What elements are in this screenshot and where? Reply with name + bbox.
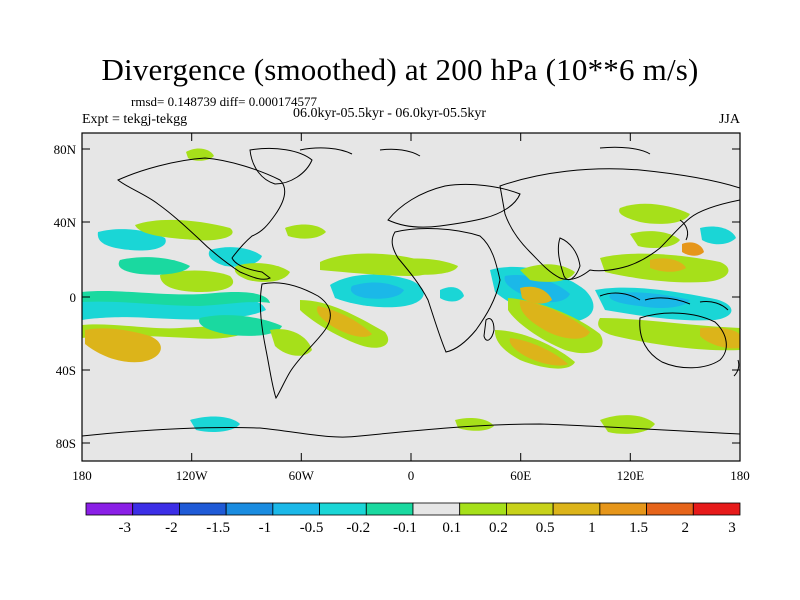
coast-new-zealand xyxy=(733,359,740,377)
coast-indonesia xyxy=(599,292,729,311)
coastlines xyxy=(82,146,740,438)
colorbar-label: -0.2 xyxy=(346,520,370,536)
contour-blue-atlantic-core xyxy=(350,282,404,299)
contour-green-west-pacific-south xyxy=(598,318,740,351)
contour-cyan-west-africa xyxy=(440,287,464,302)
rmsd-diff-stats: rmsd= 0.148739 diff= 0.000174577 xyxy=(131,94,317,109)
colorbar-label: -0.1 xyxy=(393,520,417,536)
lat-label-80n: 80N xyxy=(54,142,77,157)
contour-green-north-pacific xyxy=(135,219,233,241)
coast-south-america xyxy=(259,282,331,400)
divergence-field xyxy=(82,148,740,434)
contour-cyan-north-pacific-east xyxy=(700,226,736,245)
contour-cyan-pacific-b xyxy=(118,257,190,275)
colorbar-label: -0.5 xyxy=(300,520,324,536)
colorbar-label: 0.1 xyxy=(442,520,461,536)
lon-label-180w: 180 xyxy=(72,468,92,483)
colorbar-label: 2 xyxy=(682,520,690,536)
plot-title: Divergence (smoothed) at 200 hPa (10**6 … xyxy=(101,52,699,87)
colorbar-box xyxy=(272,502,320,516)
lon-label-60w: 60W xyxy=(289,468,315,483)
coast-asia xyxy=(499,168,740,281)
lon-label-60e: 60E xyxy=(510,468,531,483)
colorbar-label: -1.5 xyxy=(206,520,230,536)
coast-greenland xyxy=(249,147,313,185)
contour-blue-maritime-core xyxy=(609,292,690,308)
colorbar-label: -3 xyxy=(118,520,131,536)
period-label: 06.0kyr-05.5kyr - 06.0kyr-05.5kyr xyxy=(293,106,487,121)
lat-label-40n: 40N xyxy=(54,215,77,230)
contour-green-north-atlantic-high xyxy=(285,224,326,239)
colorbar-label: 1.5 xyxy=(629,520,648,536)
lon-label-180e: 180 xyxy=(730,468,750,483)
contour-green-band-west-pacific xyxy=(82,291,270,306)
coast-india xyxy=(557,237,581,281)
colorbar-box xyxy=(599,502,647,516)
experiment-label: Expt = tekgj-tekgg xyxy=(82,112,188,127)
colorbar-label: -2 xyxy=(165,520,178,536)
contour-orange-south-pacific xyxy=(85,328,161,363)
lat-label-80s: 80S xyxy=(56,436,76,451)
colorbar-box xyxy=(646,502,694,516)
lat-tick-marks xyxy=(82,148,740,444)
colorbar-box xyxy=(459,502,507,516)
colorbar-box xyxy=(319,502,367,516)
lat-label-40s: 40S xyxy=(56,363,76,378)
colorbar-box xyxy=(365,502,414,516)
contour-green-southern-ocean-c xyxy=(455,418,494,431)
contour-green-central-pacific xyxy=(160,270,234,292)
colorbar-label: 0.2 xyxy=(489,520,508,536)
colorbar-box xyxy=(552,502,601,516)
contour-orange-east-asia xyxy=(650,258,686,272)
coast-madagascar xyxy=(483,317,495,341)
contour-orange-horn-africa xyxy=(520,286,552,304)
contour-green-tropical-atlantic xyxy=(390,258,458,275)
contour-cyan-north-pacific xyxy=(97,229,166,251)
colorbar-box xyxy=(132,502,180,516)
coast-north-america xyxy=(117,157,286,280)
coast-europe xyxy=(387,183,521,228)
lon-label-120w: 120W xyxy=(176,468,209,483)
coast-australia xyxy=(639,312,727,369)
coast-africa xyxy=(391,228,501,353)
contour-orange-north-pacific-east xyxy=(682,242,704,256)
contour-orange-indian-ocean xyxy=(519,300,590,339)
contour-cyan-mexico xyxy=(208,247,262,267)
coast-japan xyxy=(679,219,689,241)
colorbar-box xyxy=(179,502,227,516)
colorbar-box xyxy=(85,502,134,516)
colorbar-box xyxy=(412,502,461,516)
coast-antarctica xyxy=(82,423,740,438)
colorbar-label: -1 xyxy=(259,520,272,536)
colorbar: -3 -2 -1.5 -1 -0.5 -0.2 -0.1 0.1 0.2 0.5 1 1.5 2 3 xyxy=(85,502,741,536)
season-label: JJA xyxy=(718,112,740,127)
contour-orange-south-indian xyxy=(509,338,568,366)
coast-arctic-islands xyxy=(299,146,651,157)
colorbar-box xyxy=(692,502,741,516)
colorbar-label: 3 xyxy=(728,520,736,536)
contour-orange-west-pacific-south xyxy=(700,327,740,349)
contour-green-south-america xyxy=(270,329,312,356)
lon-label-0: 0 xyxy=(408,468,415,483)
lat-label-0: 0 xyxy=(70,290,77,305)
colorbar-label: 1 xyxy=(588,520,596,536)
lon-label-120e: 120E xyxy=(617,468,645,483)
contour-green-pacific-subtropic xyxy=(630,231,680,248)
contour-green-japan xyxy=(619,203,690,224)
colorbar-box xyxy=(225,502,274,516)
lon-tick-marks xyxy=(81,133,741,461)
colorbar-box xyxy=(506,502,554,516)
colorbar-label: 0.5 xyxy=(536,520,555,536)
